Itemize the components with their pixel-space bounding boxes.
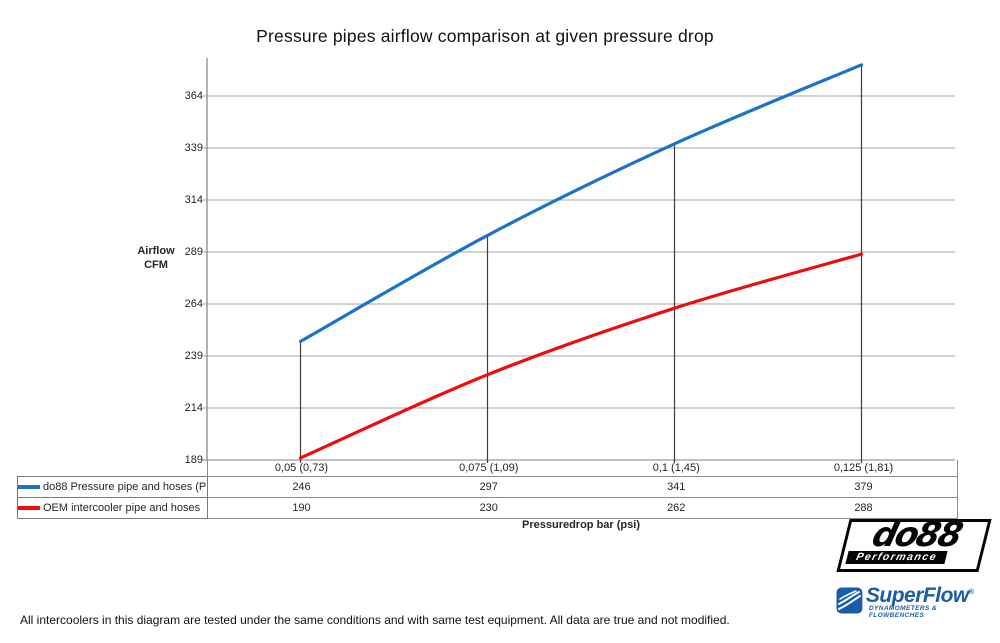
y-tick-label: 289 <box>184 246 203 258</box>
category-cell: 0,075 (1,09) <box>395 460 583 477</box>
do88-logo-text: do88 <box>868 515 966 555</box>
do88-line-swatch-icon <box>18 485 40 489</box>
legend-item-do88: do88 Pressure pipe and hoses (PP-03) <box>17 476 208 498</box>
y-tick-label: 264 <box>184 298 203 310</box>
value-cell: 288 <box>770 497 958 519</box>
value-cell: 246 <box>207 476 395 498</box>
y-axis-title: Airflow CFM <box>133 244 179 272</box>
data-table: 0,05 (0,73) 0,075 (1,09) 0,1 (1,45) 0,12… <box>17 460 958 519</box>
legend-label-do88: do88 Pressure pipe and hoses (PP-03) <box>43 481 207 493</box>
value-cell: 379 <box>770 476 958 498</box>
superflow-logo: SuperFlow® DYNAMOMETERS & FLOWBENCHES <box>836 583 994 619</box>
table-row-do88: do88 Pressure pipe and hoses (PP-03) 246… <box>17 476 958 498</box>
x-axis-title: Pressuredrop bar (psi) <box>522 519 640 531</box>
superflow-wave-icon <box>836 587 863 613</box>
value-cell: 297 <box>395 476 583 498</box>
value-cell: 230 <box>395 497 583 519</box>
table-row-oem: OEM intercooler pipe and hoses 190 230 2… <box>17 497 958 519</box>
category-cell: 0,125 (1,81) <box>770 460 958 477</box>
y-tick-label: 339 <box>184 142 203 154</box>
registered-mark: ® <box>968 588 974 596</box>
y-axis-title-line1: Airflow <box>137 245 175 257</box>
value-cell: 341 <box>582 476 770 498</box>
legend-item-oem: OEM intercooler pipe and hoses <box>17 497 208 519</box>
legend-label-oem: OEM intercooler pipe and hoses <box>43 502 201 514</box>
do88-logo-frame: do88 Performance <box>836 515 992 572</box>
category-cell: 0,1 (1,45) <box>582 460 770 477</box>
superflow-logo-tagline: DYNAMOMETERS & FLOWBENCHES <box>868 604 937 619</box>
category-row: 0,05 (0,73) 0,075 (1,09) 0,1 (1,45) 0,12… <box>18 460 958 477</box>
y-tick-label: 214 <box>184 402 203 414</box>
y-tick-label: 239 <box>184 350 203 362</box>
y-tick-label: 364 <box>184 90 203 102</box>
do88-logo-tagline: Performance <box>845 551 948 564</box>
footer-note: All intercoolers in this diagram are tes… <box>20 613 730 627</box>
y-tick-label: 314 <box>184 194 203 206</box>
value-cell: 262 <box>582 497 770 519</box>
chart-title: Pressure pipes airflow comparison at giv… <box>256 26 714 46</box>
category-cell: 0,05 (0,73) <box>207 460 395 477</box>
do88-logo: do88 Performance <box>836 515 992 572</box>
superflow-logo-text: SuperFlow® <box>865 583 974 607</box>
oem-line-swatch-icon <box>18 506 40 510</box>
y-tick-label: 189 <box>184 454 203 466</box>
series-line-oem <box>298 252 864 460</box>
table-corner-cell <box>18 460 208 477</box>
series-line-do88 <box>298 63 864 343</box>
y-axis-title-line2: CFM <box>144 259 168 271</box>
value-cell: 190 <box>207 497 395 519</box>
